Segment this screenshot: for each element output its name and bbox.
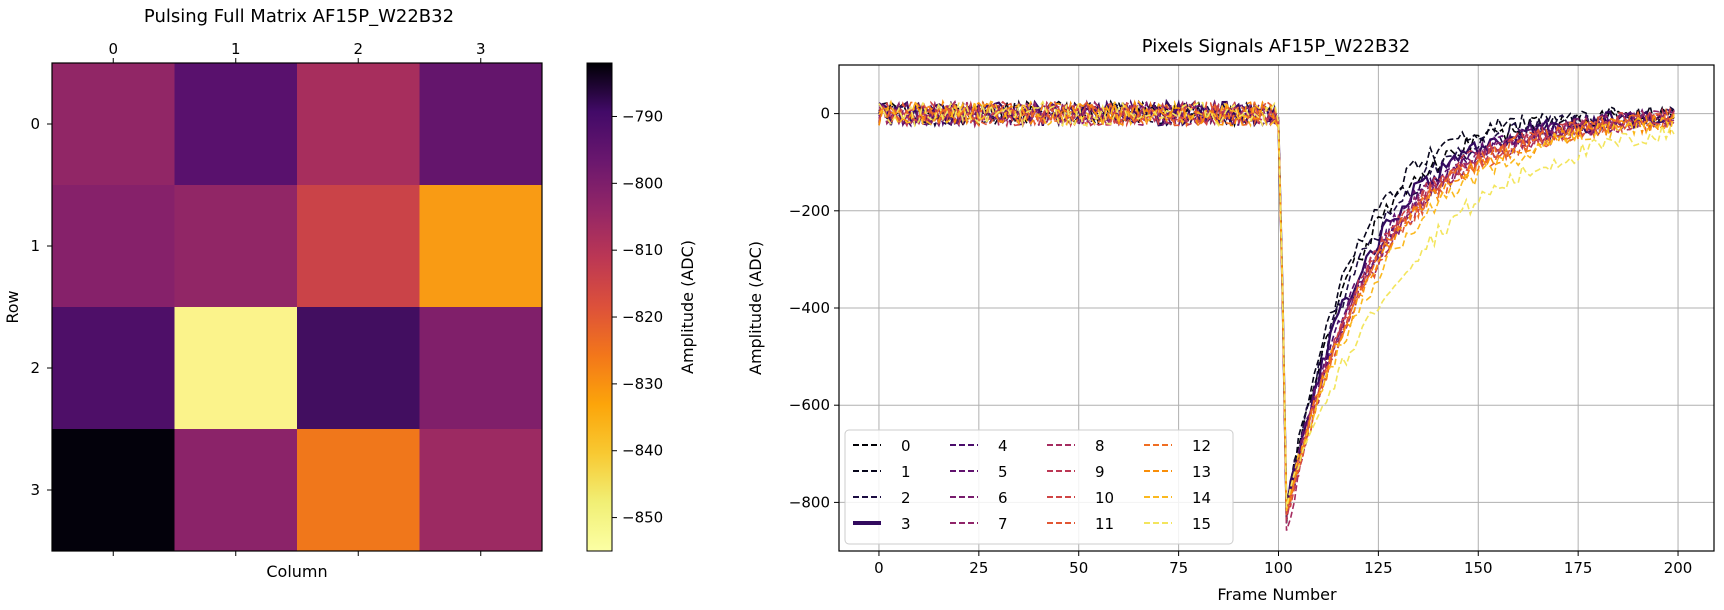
heatmap-x-tick-label: 1: [231, 40, 241, 58]
line-series-group: [877, 98, 1675, 531]
x-tick-label: 150: [1464, 559, 1493, 577]
x-tick-label: 125: [1364, 559, 1393, 577]
legend-label: 5: [998, 463, 1008, 481]
heatmap-y-tick-label: 0: [30, 115, 40, 133]
legend-label: 10: [1095, 489, 1114, 507]
line-panel: Pixels Signals AF15P_W22B32 0 25 50 75 100 12…: [746, 36, 1715, 604]
colorbar-tick-label: −830: [622, 375, 663, 393]
heatmap-y-tick-label: 3: [30, 481, 40, 499]
heatmap-cell: [52, 429, 175, 552]
colorbar-tick-label: −840: [622, 442, 663, 460]
x-tick-label: 25: [969, 559, 988, 577]
heatmap-y-tick-label: 1: [30, 237, 40, 255]
line-title: Pixels Signals AF15P_W22B32: [1142, 36, 1411, 57]
legend-label: 0: [901, 437, 911, 455]
colorbar-tick-label: −820: [622, 308, 663, 326]
heatmap-frame: [51, 62, 543, 552]
heatmap-xlabel: Column: [266, 562, 327, 581]
legend-label: 11: [1095, 515, 1114, 533]
heatmap-x-tick-label: 0: [108, 40, 118, 58]
colorbar-label: Amplitude (ADC): [678, 240, 697, 374]
colorbar-tick-label: −810: [622, 241, 663, 259]
x-tick-label: 175: [1564, 559, 1593, 577]
x-tick-label: 100: [1264, 559, 1293, 577]
x-tick-label: 0: [874, 559, 884, 577]
series-line-14: [878, 99, 1675, 512]
heatmap-title: Pulsing Full Matrix AF15P_W22B32: [144, 6, 454, 27]
y-tick-label: −800: [789, 493, 830, 511]
line-xlabel: Frame Number: [1217, 585, 1337, 604]
legend-label: 15: [1192, 515, 1211, 533]
y-tick-label: −400: [789, 299, 830, 317]
heatmap-x-tick-label: 3: [476, 40, 486, 58]
legend-label: 8: [1095, 437, 1105, 455]
colorbar: [586, 62, 613, 552]
heatmap-ticks: 0 1 2 3 0 1 2 3: [30, 40, 486, 556]
legend-label: 1: [901, 463, 911, 481]
y-tick-label: −600: [789, 396, 830, 414]
legend-label: 14: [1192, 489, 1211, 507]
heatmap-panel: Pulsing Full Matrix AF15P_W22B32 0 1 2 3 0 1 2…: [3, 6, 697, 581]
heatmap-cell: [52, 63, 175, 186]
heatmap-cells: [52, 63, 543, 552]
heatmap-cell: [419, 185, 543, 308]
legend-label: 2: [901, 489, 911, 507]
heatmap-cell: [297, 185, 420, 308]
heatmap-cell: [174, 429, 298, 552]
colorbar-ticks: −790 −800 −810 −820 −830 −840 −850: [612, 107, 663, 527]
heatmap-ylabel: Row: [3, 290, 22, 323]
heatmap-x-tick-label: 2: [353, 40, 363, 58]
heatmap-cell: [174, 63, 298, 186]
y-tick-label: 0: [820, 105, 830, 123]
x-tick-label: 75: [1169, 559, 1188, 577]
series-line-11: [878, 99, 1675, 516]
heatmap-cell: [297, 307, 420, 430]
heatmap-cell: [419, 307, 543, 430]
line-ylabel: Amplitude (ADC): [746, 241, 765, 375]
legend-label: 3: [901, 515, 911, 533]
legend-label: 12: [1192, 437, 1211, 455]
colorbar-tick-label: −800: [622, 174, 663, 192]
colorbar-tick-label: −850: [622, 509, 663, 527]
legend-label: 6: [998, 489, 1008, 507]
heatmap-cell: [419, 63, 543, 186]
x-tick-label: 200: [1664, 559, 1693, 577]
heatmap-cell: [297, 63, 420, 186]
heatmap-y-tick-label: 2: [30, 359, 40, 377]
heatmap-cell: [174, 307, 298, 430]
heatmap-cell: [419, 429, 543, 552]
legend-label: 7: [998, 515, 1008, 533]
x-tick-label: 50: [1069, 559, 1088, 577]
heatmap-cell: [297, 429, 420, 552]
colorbar-tick-label: −790: [622, 107, 663, 125]
heatmap-cell: [174, 185, 298, 308]
legend-label: 9: [1095, 463, 1105, 481]
heatmap-cell: [52, 307, 175, 430]
heatmap-cell: [52, 185, 175, 308]
legend-label: 4: [998, 437, 1008, 455]
legend-box: [844, 429, 1234, 545]
legend-label: 13: [1192, 463, 1211, 481]
y-tick-label: −200: [789, 202, 830, 220]
